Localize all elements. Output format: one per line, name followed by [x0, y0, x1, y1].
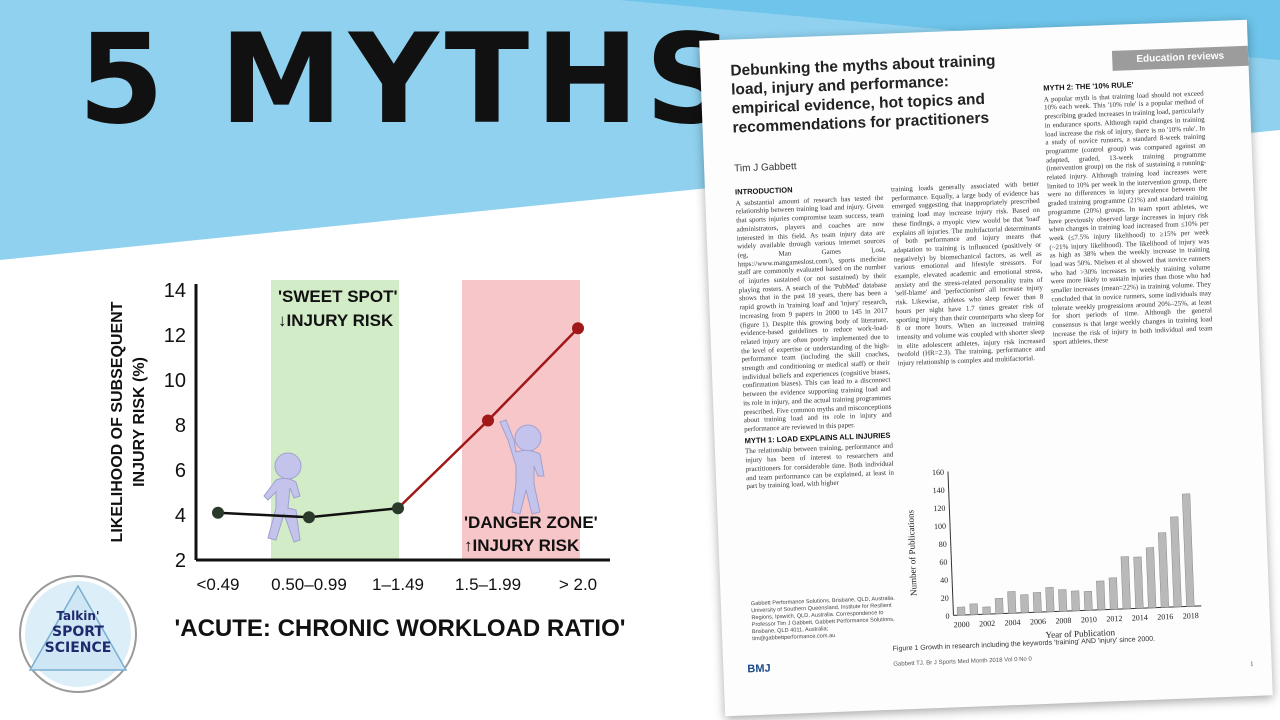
waving-figure-icon: [499, 419, 545, 515]
x-tick-label: <0.49: [196, 575, 239, 594]
y-tick-label: 4: [175, 505, 186, 527]
data-point: [572, 322, 584, 335]
paper-author: Tim J Gabbett: [733, 161, 797, 175]
pub-bar: [1045, 587, 1055, 613]
sweet-spot-label: 'SWEET SPOT': [278, 287, 398, 306]
column3-text: A popular myth is that training load sho…: [1043, 89, 1213, 347]
pub-y-tick: 60: [939, 558, 947, 567]
pub-x-tick: 2014: [1132, 613, 1148, 623]
y-axis-title-line2: INJURY RISK (%): [131, 357, 148, 487]
pub-y-tick: 100: [934, 522, 946, 531]
x-tick-label: 1–1.49: [372, 575, 424, 594]
pub-y-tick: 80: [939, 540, 947, 549]
pub-bar: [1120, 556, 1131, 610]
x-tick-label: 0.50–0.99: [271, 575, 347, 594]
column2-text: training loads generally associated with…: [890, 179, 1046, 368]
injury-risk-chart: 2 4 6 8 10 12 14 <0.49 0.50–0.99 1–1.49 1.5–1.99 >…: [109, 280, 626, 642]
x-axis-title: 'ACUTE: CHRONIC WORKLOAD RATIO': [175, 615, 626, 642]
research-paper-page: Education reviews Debunking the myths ab…: [699, 19, 1273, 717]
pub-bar: [1058, 589, 1068, 612]
pub-y-tick: 40: [940, 576, 948, 585]
y-tick-label: 6: [175, 460, 186, 482]
data-point: [482, 414, 494, 427]
pub-chart-ylabel: Number of Publications: [905, 509, 918, 596]
pub-y-axis: [947, 471, 954, 616]
pub-y-tick: 160: [932, 468, 944, 477]
pub-chart-xlabel: Year of Publication: [1045, 627, 1115, 640]
pub-x-tick: 2000: [953, 620, 969, 630]
y-tick-label: 14: [164, 280, 186, 302]
pub-bar: [1070, 590, 1080, 612]
bmj-logo: BMJ: [747, 662, 771, 676]
walking-figure-icon: [263, 452, 302, 543]
pub-x-tick: 2008: [1055, 616, 1071, 626]
publications-bar-chart: 0 20 40 60 80 100 120 140 160 2000 2002 2004 2006 200…: [905, 468, 1202, 640]
data-point: [392, 502, 404, 515]
pub-x-tick: 2004: [1004, 618, 1020, 628]
pub-bar: [1007, 591, 1017, 614]
paper-title: Debunking the myths about training load,…: [730, 52, 996, 137]
danger-zone-label: 'DANGER ZONE': [464, 513, 598, 532]
paper-column-3: MYTH 2: THE '10% RULE' A popular myth is…: [1043, 75, 1218, 473]
y-tick-label: 10: [164, 370, 186, 392]
pub-bar: [1096, 580, 1106, 611]
pub-bar: [994, 597, 1004, 615]
pub-x-tick: 2018: [1183, 611, 1199, 621]
paper-column-1: INTRODUCTION A substantial amount of res…: [735, 180, 899, 597]
pub-bar: [969, 603, 979, 616]
author-affiliations: Gabbett Performance Solutions, Brisbane,…: [750, 595, 895, 643]
danger-zone-sublabel: ↑INJURY RISK: [464, 536, 580, 555]
y-axis-title: LIKELIHOOD OF SUBSEQUENT: [109, 301, 126, 542]
pub-x-tick: 2010: [1081, 615, 1097, 625]
paper-column-2: training loads generally associated with…: [891, 180, 1050, 485]
sweet-spot-sublabel: ↓INJURY RISK: [278, 311, 394, 330]
pub-bar: [1181, 493, 1195, 607]
footer-citation: Gabbett TJ. Br J Sports Med Month 2018 V…: [893, 656, 1032, 668]
x-tick-label: 1.5–1.99: [455, 575, 521, 594]
page-number: 1: [1249, 659, 1254, 669]
myth1-text: The relationship between training, perfo…: [744, 442, 895, 491]
x-tick-label: > 2.0: [559, 575, 597, 594]
logo-line2: SPORT: [52, 624, 104, 640]
headline-title: 5 MYTHS: [78, 8, 741, 152]
pub-bar: [982, 606, 991, 615]
y-tick-label: 12: [164, 325, 186, 347]
logo-line1: Talkin': [56, 609, 99, 623]
pub-x-tick: 2006: [1030, 617, 1046, 627]
pub-x-tick: 2016: [1157, 612, 1173, 622]
danger-zone: [462, 280, 580, 560]
pub-y-tick: 0: [945, 612, 949, 621]
pub-y-tick: 140: [932, 486, 944, 495]
pub-y-tick: 120: [933, 504, 945, 513]
pub-bar: [1032, 592, 1042, 613]
pub-bar: [1145, 547, 1157, 609]
pub-bar: [1170, 516, 1182, 608]
pub-bar: [1083, 590, 1093, 611]
pub-y-tick: 20: [941, 594, 949, 603]
pub-bar: [956, 606, 966, 616]
talkin-sport-science-logo: Talkin' SPORT SCIENCE: [19, 575, 137, 693]
pub-bar: [1108, 577, 1119, 610]
y-tick-label: 8: [175, 415, 186, 437]
data-point: [303, 511, 315, 524]
pub-x-tick: 2012: [1106, 614, 1122, 624]
pub-x-tick: 2002: [979, 619, 995, 629]
intro-text: A substantial amount of research has tes…: [735, 193, 892, 434]
logo-line3: SCIENCE: [45, 640, 112, 656]
pub-bar: [1020, 594, 1030, 614]
pub-bar: [1157, 532, 1170, 608]
y-tick-label: 2: [175, 550, 186, 572]
data-point: [212, 506, 224, 519]
section-tab: Education reviews: [1111, 45, 1249, 71]
pub-bar: [1133, 556, 1144, 609]
